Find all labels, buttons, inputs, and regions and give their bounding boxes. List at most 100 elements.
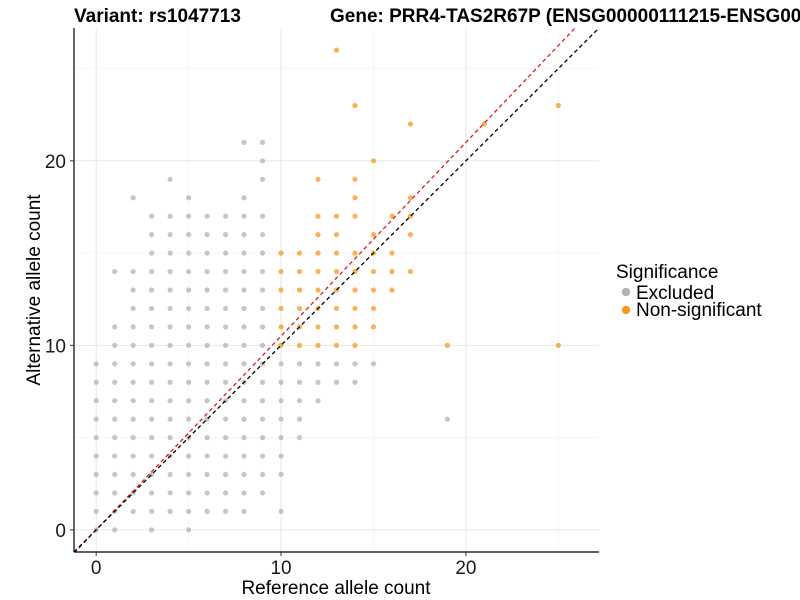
data-point-excluded — [112, 453, 118, 459]
data-point-non-significant — [370, 324, 377, 330]
data-point-excluded — [259, 453, 266, 459]
data-point-non-significant — [333, 213, 340, 219]
data-point-excluded — [222, 471, 229, 478]
chart-title-gene: Gene: PRR4-TAS2R67P (ENSG00000111215-ENS… — [330, 6, 800, 27]
data-point-excluded — [130, 268, 136, 275]
data-point-non-significant — [333, 268, 340, 275]
data-point-excluded — [241, 139, 247, 145]
legend-label-non-significant: Non-significant — [636, 300, 762, 321]
data-point-excluded — [204, 379, 210, 385]
data-point-excluded — [149, 490, 155, 496]
data-point-excluded — [296, 379, 303, 385]
points-layer — [93, 47, 561, 533]
data-point-excluded — [222, 287, 229, 293]
data-point-excluded — [222, 232, 229, 238]
data-point-excluded — [186, 324, 192, 330]
data-point-excluded — [149, 379, 155, 385]
data-point-excluded — [186, 490, 192, 496]
data-point-non-significant — [352, 287, 358, 293]
data-point-non-significant — [333, 232, 340, 238]
chart-title-variant: Variant: rs1047713 — [74, 6, 241, 27]
data-point-excluded — [222, 453, 229, 459]
data-point-excluded — [130, 508, 136, 515]
data-point-excluded — [130, 195, 136, 201]
data-point-excluded — [149, 453, 155, 459]
data-point-excluded — [130, 342, 136, 348]
data-point-excluded — [352, 361, 358, 367]
data-point-non-significant — [315, 213, 321, 219]
data-point-excluded — [186, 287, 192, 293]
data-point-non-significant — [315, 176, 321, 182]
data-point-excluded — [204, 471, 210, 478]
data-point-excluded — [93, 398, 99, 404]
data-point-excluded — [130, 435, 136, 441]
data-point-excluded — [186, 232, 192, 238]
data-point-excluded — [130, 471, 136, 478]
data-point-excluded — [149, 232, 155, 238]
data-point-excluded — [186, 416, 192, 422]
data-point-excluded — [222, 508, 229, 515]
data-point-excluded — [186, 398, 192, 404]
data-point-excluded — [149, 342, 155, 348]
data-point-excluded — [167, 342, 173, 348]
data-point-excluded — [259, 379, 266, 385]
data-point-excluded — [278, 508, 284, 515]
data-point-excluded — [241, 324, 247, 330]
data-point-excluded — [204, 250, 210, 256]
data-point-non-significant — [315, 324, 321, 330]
data-point-excluded — [186, 361, 192, 367]
data-point-excluded — [241, 361, 247, 367]
legend: Significance Excluded Non-significant — [616, 262, 762, 321]
data-point-non-significant — [278, 250, 284, 256]
data-point-non-significant — [278, 287, 284, 293]
data-point-excluded — [222, 342, 229, 348]
data-point-excluded — [149, 361, 155, 367]
data-point-non-significant — [352, 195, 358, 201]
legend-marker-non-significant — [621, 305, 631, 315]
data-point-excluded — [278, 379, 284, 385]
data-point-excluded — [352, 379, 358, 385]
data-point-excluded — [167, 435, 173, 441]
x-tick-label: 20 — [455, 558, 476, 579]
data-point-excluded — [259, 324, 266, 330]
data-point-non-significant — [352, 250, 358, 256]
data-point-excluded — [112, 416, 118, 422]
data-point-non-significant — [333, 342, 340, 348]
data-point-excluded — [130, 416, 136, 422]
data-point-excluded — [130, 361, 136, 367]
data-point-excluded — [241, 453, 247, 459]
data-point-excluded — [222, 435, 229, 441]
data-point-excluded — [130, 287, 136, 293]
data-point-excluded — [112, 342, 118, 348]
data-point-excluded — [204, 508, 210, 515]
data-point-excluded — [204, 213, 210, 219]
data-point-excluded — [167, 287, 173, 293]
data-point-non-significant — [315, 250, 321, 256]
data-point-non-significant — [389, 250, 395, 256]
legend-title: Significance — [616, 262, 718, 283]
data-point-excluded — [259, 139, 266, 145]
data-point-excluded — [259, 305, 266, 312]
data-point-excluded — [259, 213, 266, 219]
data-point-excluded — [259, 176, 266, 182]
data-point-excluded — [204, 287, 210, 293]
reference-lines — [74, 28, 599, 552]
data-point-excluded — [167, 490, 173, 496]
data-point-non-significant — [333, 250, 340, 256]
data-point-excluded — [167, 176, 173, 182]
data-point-non-significant — [352, 342, 358, 348]
data-point-excluded — [222, 305, 229, 312]
data-point-excluded — [241, 268, 247, 275]
data-point-excluded — [93, 490, 99, 496]
data-point-non-significant — [389, 213, 395, 219]
data-point-excluded — [259, 435, 266, 441]
data-point-non-significant — [278, 324, 284, 330]
y-axis-label: Alternative allele count — [24, 194, 45, 386]
data-point-excluded — [93, 416, 99, 422]
data-point-excluded — [241, 305, 247, 312]
data-point-excluded — [167, 324, 173, 330]
data-point-excluded — [315, 398, 321, 404]
data-point-excluded — [167, 250, 173, 256]
tick-layer: 0 10 20 0 10 20 — [45, 152, 477, 579]
data-point-excluded — [204, 435, 210, 441]
